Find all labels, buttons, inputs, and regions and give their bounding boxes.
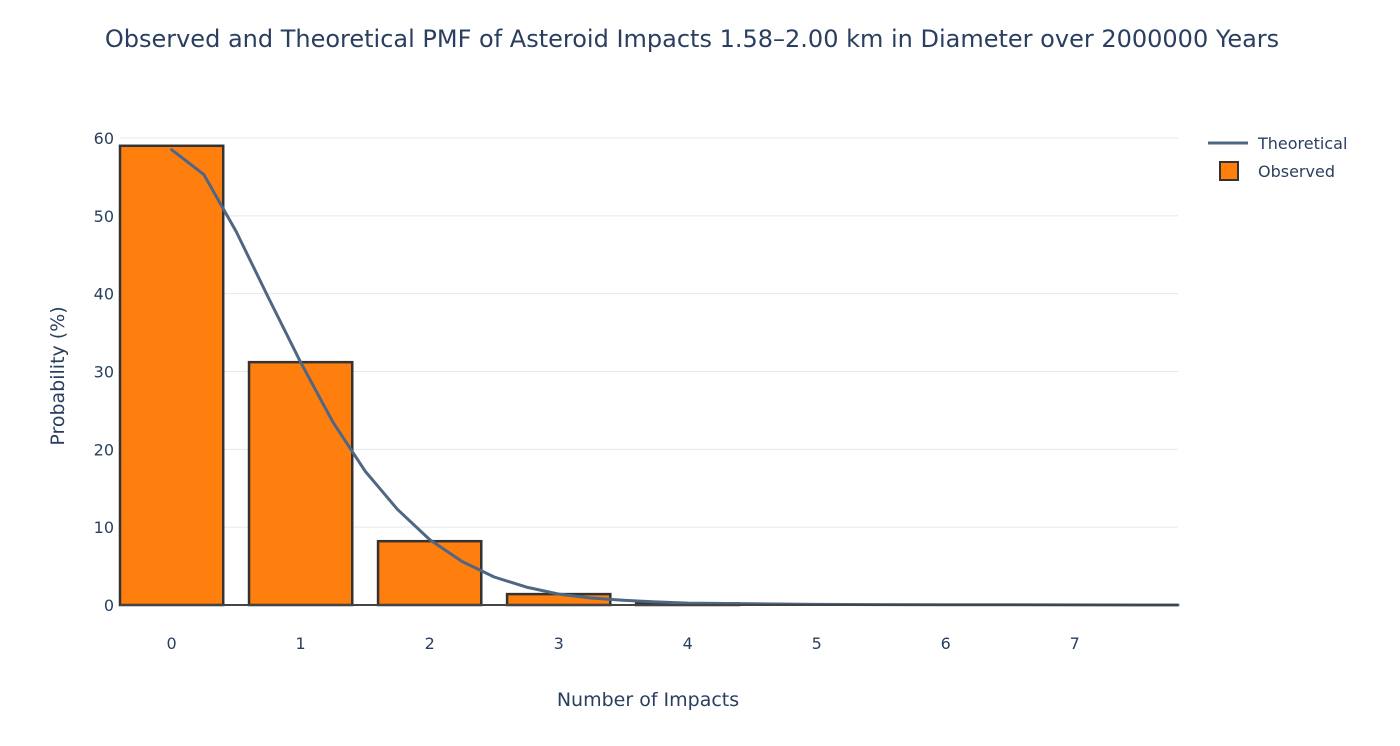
x-tick-label: 7	[1070, 634, 1080, 653]
y-tick-label: 30	[94, 363, 114, 382]
x-tick-label: 0	[167, 634, 177, 653]
y-tick-label: 50	[94, 207, 114, 226]
y-tick-label: 0	[104, 596, 114, 615]
legend-label-observed: Observed	[1258, 162, 1335, 181]
legend-label-theoretical: Theoretical	[1257, 134, 1347, 153]
y-axis-title: Probability (%)	[47, 306, 69, 445]
y-tick-label: 40	[94, 285, 114, 304]
y-tick-label: 60	[94, 129, 114, 148]
x-tick-label: 5	[812, 634, 822, 653]
x-tick-label: 4	[683, 634, 693, 653]
legend-item-observed[interactable]: Observed	[1219, 161, 1335, 181]
x-tick-label: 3	[554, 634, 564, 653]
x-axis-title: Number of Impacts	[557, 689, 739, 711]
x-tick-label: 1	[296, 634, 306, 653]
observed-bar[interactable]	[247, 360, 354, 607]
x-tick-label: 2	[425, 634, 435, 653]
observed-bars	[118, 144, 741, 607]
y-tick-label: 20	[94, 440, 114, 459]
observed-bar[interactable]	[376, 539, 483, 607]
x-tick-label: 6	[941, 634, 951, 653]
chart-title: Observed and Theoretical PMF of Asteroid…	[105, 25, 1279, 53]
observed-bar[interactable]	[118, 144, 225, 607]
legend-bar-swatch	[1219, 161, 1239, 181]
legend: Theoretical Observed	[1208, 134, 1347, 181]
y-tick-label: 10	[94, 518, 114, 537]
axes: 0 10 20 30 40 50 60 0 1 2 3 4 5 6 7	[94, 129, 1178, 653]
legend-item-theoretical[interactable]: Theoretical	[1208, 134, 1347, 153]
